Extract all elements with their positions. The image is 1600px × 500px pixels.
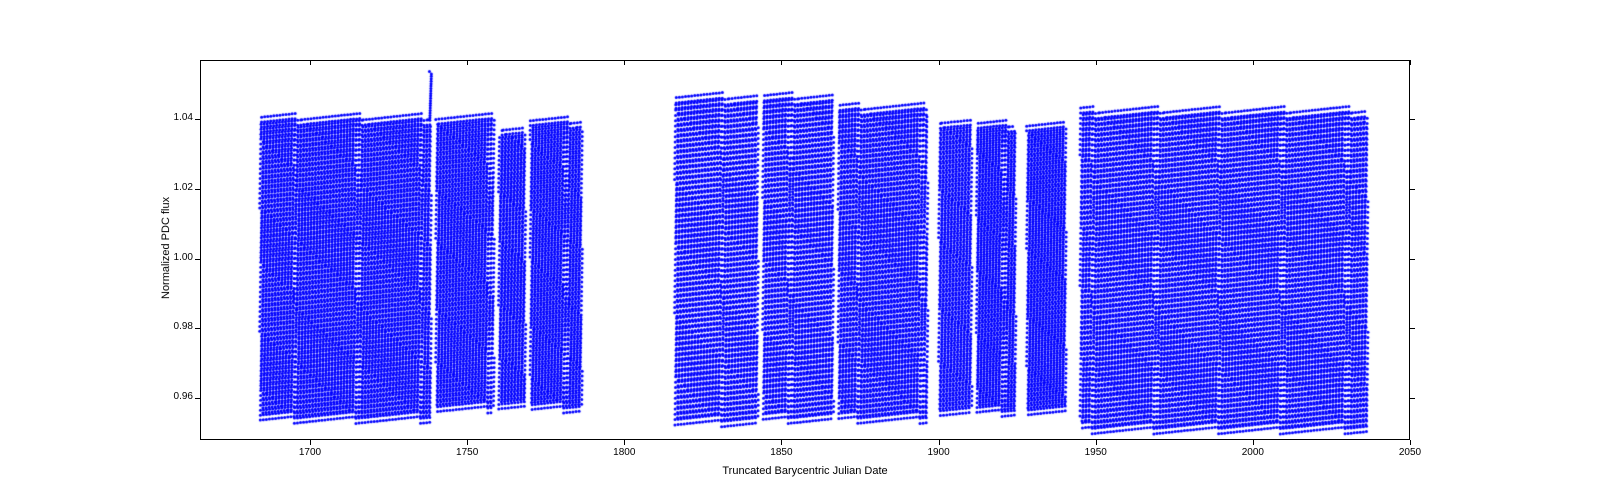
x-axis-label: Truncated Barycentric Julian Date [705, 465, 905, 477]
y-tick-mark-right [1410, 398, 1415, 399]
y-tick-label: 0.96 [155, 391, 193, 402]
x-tick-mark [624, 440, 625, 445]
y-axis-label: Normalized PDC flux [160, 197, 172, 299]
x-tick-mark-top [1410, 60, 1411, 65]
x-tick-label: 1750 [452, 447, 482, 458]
y-tick-mark [195, 259, 200, 260]
x-tick-label: 1900 [924, 447, 954, 458]
x-tick-mark-top [310, 60, 311, 65]
x-tick-mark [1096, 440, 1097, 445]
x-tick-label: 1700 [295, 447, 325, 458]
x-tick-mark [1410, 440, 1411, 445]
x-tick-mark [781, 440, 782, 445]
x-tick-mark-top [1096, 60, 1097, 65]
chart-container: 1700 1750 1800 1850 1900 1950 2000 2050 0.96 0.98… [0, 0, 1600, 500]
x-tick-mark-top [624, 60, 625, 65]
y-tick-mark [195, 328, 200, 329]
y-tick-mark [195, 119, 200, 120]
x-tick-mark-top [1253, 60, 1254, 65]
y-tick-label: 0.98 [155, 321, 193, 332]
y-tick-mark-right [1410, 119, 1415, 120]
plot-area [200, 60, 1410, 440]
y-tick-mark [195, 189, 200, 190]
x-tick-mark-top [939, 60, 940, 65]
x-tick-label: 1800 [609, 447, 639, 458]
x-tick-label: 2000 [1238, 447, 1268, 458]
x-tick-mark [310, 440, 311, 445]
x-tick-label: 1950 [1081, 447, 1111, 458]
x-tick-label: 1850 [766, 447, 796, 458]
scatter-canvas [201, 61, 1411, 441]
x-tick-mark [1253, 440, 1254, 445]
y-tick-mark-right [1410, 259, 1415, 260]
y-tick-mark-right [1410, 189, 1415, 190]
x-tick-mark-top [467, 60, 468, 65]
x-tick-mark-top [781, 60, 782, 65]
x-tick-mark [467, 440, 468, 445]
y-tick-label: 1.02 [155, 182, 193, 193]
y-tick-mark-right [1410, 328, 1415, 329]
y-tick-label: 1.04 [155, 112, 193, 123]
x-tick-label: 2050 [1395, 447, 1425, 458]
x-tick-mark [939, 440, 940, 445]
y-tick-mark [195, 398, 200, 399]
